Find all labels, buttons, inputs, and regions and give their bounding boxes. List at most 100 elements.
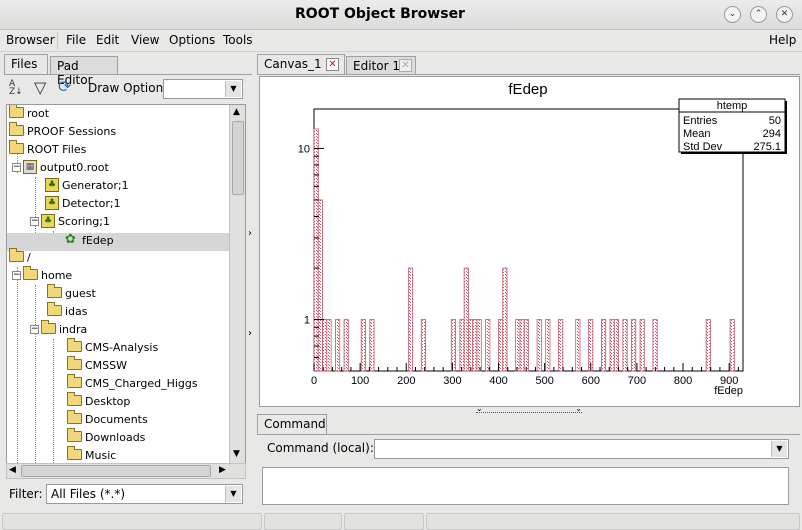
filter-icon[interactable]: ▽ bbox=[34, 78, 47, 97]
menu-view[interactable]: View bbox=[131, 33, 160, 47]
tree-item-indra[interactable]: − indra bbox=[30, 319, 88, 340]
menu-browser[interactable]: Browser bbox=[6, 33, 55, 47]
menu-help[interactable]: Help bbox=[769, 33, 797, 47]
tree-item-fedep[interactable]: ✿ fEdep bbox=[7, 233, 229, 251]
tree-item-slash[interactable]: / bbox=[9, 247, 31, 268]
tree-guide bbox=[35, 177, 36, 241]
canvas-1[interactable]: 0 100 200 300 400 500 600 700 800 900 1 10 fEdep fEde… bbox=[259, 76, 800, 407]
tab-pad-editor[interactable]: Pad Editor bbox=[50, 56, 118, 87]
tab-editor-1[interactable]: Editor 1 ✕ bbox=[346, 56, 416, 74]
x-tick-label: 100 bbox=[351, 375, 369, 387]
scroll-left-icon[interactable]: ◀ bbox=[9, 465, 16, 475]
tree-item-cms-charged-higgs[interactable]: CMS_Charged_Higgs bbox=[67, 373, 198, 394]
tree-label: fEdep bbox=[82, 233, 114, 247]
folder-icon bbox=[67, 355, 82, 370]
tree-item-downloads[interactable]: Downloads bbox=[67, 427, 146, 448]
menu-options[interactable]: Options bbox=[169, 33, 216, 47]
stats-entries-label: Entries bbox=[683, 115, 718, 127]
menu-edit[interactable]: Edit bbox=[96, 33, 120, 47]
tab-command[interactable]: Command bbox=[257, 414, 327, 434]
tree-item-idas[interactable]: idas bbox=[47, 301, 88, 322]
tree-icon: ♣ bbox=[41, 214, 55, 228]
tree-item-proof-sessions[interactable]: PROOF Sessions bbox=[9, 121, 117, 142]
command-output[interactable] bbox=[262, 467, 789, 505]
tree-label: PROOF Sessions bbox=[27, 124, 117, 138]
tree-item-cms-analysis[interactable]: CMS-Analysis bbox=[67, 337, 159, 358]
file-tree: root PROOF Sessions ROOT Files − ▦ output0… bbox=[6, 104, 246, 464]
folder-icon bbox=[67, 373, 82, 388]
chevron-down-icon[interactable]: ▼ bbox=[771, 441, 787, 457]
tree-item-generator[interactable]: ♣ Generator;1 bbox=[45, 178, 129, 196]
collapse-icon[interactable]: − bbox=[30, 323, 39, 334]
splitter-handle[interactable]: ⌄ ⌄ bbox=[476, 404, 582, 413]
draw-option-label: Draw Option: bbox=[88, 81, 168, 95]
status-cell bbox=[426, 513, 800, 530]
tree-vscrollbar[interactable]: ▲ ▼ bbox=[229, 105, 245, 463]
tree-guide bbox=[17, 267, 18, 463]
histogram-bar bbox=[639, 319, 645, 372]
tree-icon: ♣ bbox=[45, 178, 59, 192]
tree-item-output0-root[interactable]: − ▦ output0.root bbox=[12, 160, 109, 178]
chevron-down-icon[interactable]: ▼ bbox=[225, 81, 241, 97]
tree-item-guest[interactable]: guest bbox=[47, 283, 96, 304]
window-title: ROOT Object Browser bbox=[295, 6, 465, 22]
scroll-right-icon[interactable]: ▶ bbox=[219, 465, 226, 475]
tree-item-scoring[interactable]: − ♣ Scoring;1 bbox=[30, 214, 110, 232]
tab-canvas-1-label: Canvas_1 bbox=[264, 57, 322, 71]
folder-icon bbox=[67, 337, 82, 352]
stats-mean-value: 294 bbox=[763, 128, 781, 140]
tab-canvas-1[interactable]: Canvas_1 ✕ bbox=[257, 54, 345, 74]
scroll-up-icon[interactable]: ▲ bbox=[233, 107, 240, 117]
tree-item-music[interactable]: Music bbox=[67, 445, 116, 463]
tree-label: CMS-Analysis bbox=[85, 340, 159, 354]
scroll-down-icon[interactable]: ▼ bbox=[233, 449, 240, 459]
chevron-down-icon[interactable]: ▼ bbox=[225, 486, 241, 502]
tree-item-desktop[interactable]: Desktop bbox=[67, 391, 130, 412]
tab-files[interactable]: Files bbox=[4, 54, 48, 74]
x-tick-label: 800 bbox=[674, 375, 692, 387]
tree-label: Documents bbox=[85, 412, 148, 426]
tree-item-documents[interactable]: Documents bbox=[67, 409, 148, 430]
tree-hscroll-thumb[interactable] bbox=[21, 465, 211, 477]
x-axis-label: fEdep bbox=[714, 385, 743, 397]
close-tab-icon[interactable]: ✕ bbox=[326, 58, 339, 71]
splitter-arrow-icon[interactable]: › bbox=[248, 328, 252, 339]
histogram-bar bbox=[322, 319, 328, 372]
tree-item-detector[interactable]: ♣ Detector;1 bbox=[45, 196, 121, 214]
tree-vscroll-thumb[interactable] bbox=[232, 121, 244, 195]
histogram-bar bbox=[326, 319, 332, 372]
tree-label: indra bbox=[59, 322, 88, 336]
folder-icon bbox=[9, 139, 24, 154]
menu-separator bbox=[57, 32, 58, 49]
sort-icon[interactable]: A Z↓ bbox=[9, 79, 23, 97]
collapse-icon[interactable]: − bbox=[12, 269, 21, 280]
close-button[interactable]: ✕ bbox=[776, 6, 793, 23]
histogram-bar bbox=[729, 319, 735, 372]
histogram-bar bbox=[558, 319, 564, 372]
histogram-bar bbox=[631, 319, 637, 372]
minimize-button[interactable]: ⌄ bbox=[724, 6, 741, 23]
folder-icon bbox=[67, 445, 82, 460]
tree-item-home[interactable]: − home bbox=[12, 265, 72, 286]
tree-item-root[interactable]: root bbox=[9, 105, 49, 124]
tree-hscrollbar[interactable]: ◀ ▶ bbox=[6, 463, 246, 479]
tree-label: output0.root bbox=[40, 160, 109, 174]
draw-option-combo[interactable]: ▼ bbox=[163, 79, 243, 99]
tree-item-cmssw[interactable]: CMSSW bbox=[67, 355, 127, 376]
splitter-arrow-icon[interactable]: › bbox=[248, 228, 252, 239]
menu-tools[interactable]: Tools bbox=[223, 33, 253, 47]
collapse-icon[interactable]: − bbox=[30, 215, 39, 226]
collapse-icon[interactable]: − bbox=[12, 161, 21, 172]
menu-file[interactable]: File bbox=[66, 33, 87, 47]
tree-item-root-files[interactable]: ROOT Files bbox=[9, 139, 86, 160]
histogram-bar bbox=[601, 319, 607, 372]
tab-divider bbox=[4, 74, 252, 75]
close-tab-icon[interactable]: ✕ bbox=[399, 59, 412, 72]
filter-combo[interactable]: All Files (*.*) ▼ bbox=[46, 484, 243, 504]
tree-label: Scoring;1 bbox=[58, 214, 110, 228]
command-input[interactable]: ▼ bbox=[374, 439, 789, 459]
tree-label: Downloads bbox=[85, 430, 146, 444]
refresh-icon[interactable]: ⟳ bbox=[58, 77, 72, 96]
maximize-button[interactable]: ⌃ bbox=[750, 6, 767, 23]
tab-divider bbox=[257, 434, 800, 435]
